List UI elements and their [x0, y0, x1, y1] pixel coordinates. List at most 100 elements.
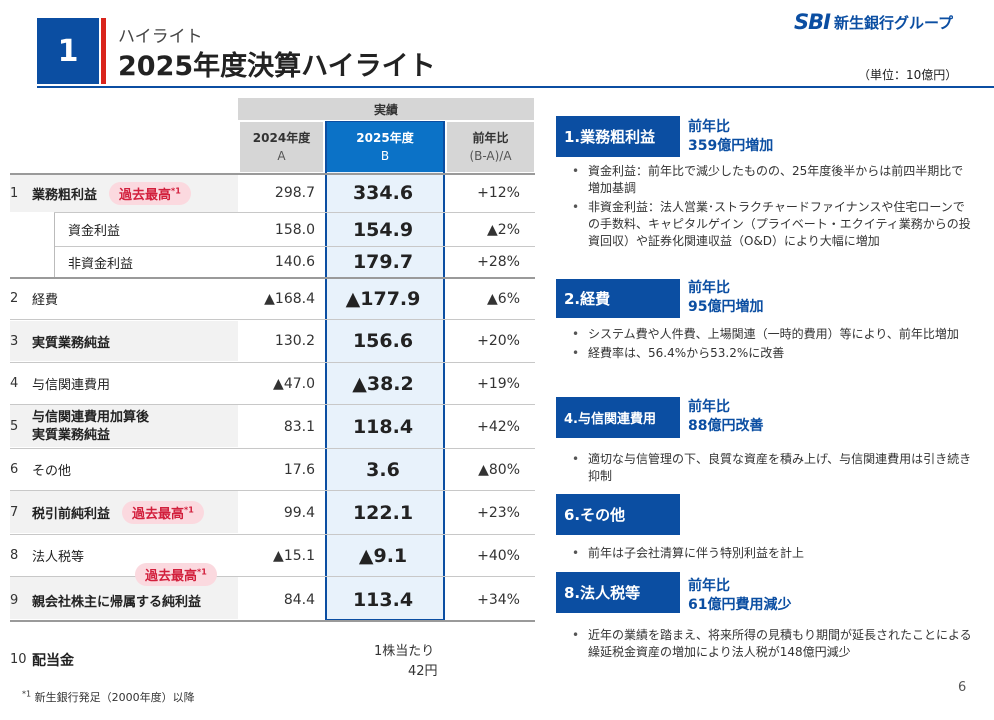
row-label: 税引前純利益 過去最高*1 — [32, 501, 240, 524]
highlight-heading-line2: 61億円費用減少 — [688, 597, 792, 613]
highlight-heading-line2: 88億円改善 — [688, 418, 764, 434]
bullet-item: 適切な与信管理の下、良質な資産を積み上げ、与信関連費用は引き続き抑制 — [572, 451, 972, 485]
logo-company-name: 新生銀行グループ — [833, 13, 954, 32]
record-high-badge: 過去最高*1 — [109, 181, 191, 205]
row-label: 法人税等 — [32, 550, 85, 565]
table-row: 3 実質業務純益 130.2 156.6 +20% — [10, 320, 535, 362]
highlight-box-expenses: 2.経費 — [556, 279, 680, 318]
table-divider — [10, 277, 535, 279]
highlight-box-income-taxes: 8.法人税等 — [556, 572, 680, 613]
table-row: 4 与信関連費用 ▲47.0 ▲38.2 +19% — [10, 363, 535, 404]
value-fy2025: 179.7 — [352, 251, 414, 273]
company-logo: SBI 新生銀行グループ — [794, 10, 953, 34]
row-label-line1: 与信関連費用加算後 — [32, 409, 150, 425]
results-group-header: 実績 — [238, 98, 534, 120]
table-row: 1 業務粗利益 過去最高*1 298.7 334.6 +12% — [10, 174, 535, 212]
row-shade — [10, 405, 238, 447]
row-number: 2 — [10, 291, 19, 306]
value-yoy: ▲2% — [487, 221, 520, 238]
title-divider — [37, 86, 994, 88]
value-fy2024: 84.4 — [283, 592, 315, 608]
value-fy2024: ▲15.1 — [273, 547, 315, 564]
bullet-item: 近年の業績を踏まえ、将来所得の見積もり期間が延長されたことによる繰延税金資産の増… — [572, 627, 972, 661]
value-yoy: +28% — [477, 254, 520, 270]
table-divider — [10, 319, 535, 320]
badge-text: 過去最高 — [145, 569, 198, 584]
value-fy2025: 3.6 — [366, 458, 400, 481]
row-number: 7 — [10, 505, 19, 520]
table-row: 2 経費 ▲168.4 ▲177.9 ▲6% — [10, 278, 535, 319]
table-divider — [10, 534, 535, 535]
value-fy2025: 122.1 — [352, 501, 414, 524]
value-fy2025: 334.6 — [352, 182, 414, 204]
highlight-bullets: 資金利益：前年比で減少したものの、25年度後半からは前四半期比で増加基調 非資金… — [572, 163, 972, 252]
value-fy2025: 156.6 — [352, 330, 414, 352]
table-divider — [10, 448, 535, 449]
table-divider — [10, 404, 535, 405]
table-divider — [10, 490, 535, 491]
row-label: 非資金利益 — [68, 256, 134, 272]
highlight-heading-line1: 前年比 — [688, 399, 730, 415]
section-number: 1 — [37, 18, 99, 84]
table-divider — [10, 362, 535, 363]
value-yoy: ▲80% — [478, 461, 520, 478]
highlight-heading-line2: 95億円増加 — [688, 299, 764, 315]
value-fy2024: 99.4 — [283, 504, 315, 521]
row-label: 実質業務純益 — [32, 335, 111, 351]
footnote-text: 新生銀行発足（2000年度）以降 — [34, 691, 195, 704]
value-fy2024: 140.6 — [274, 254, 315, 270]
row-number: 5 — [10, 419, 19, 434]
badge-footnote-mark: *1 — [197, 567, 207, 577]
value-yoy: ▲6% — [487, 290, 520, 307]
row-label: その他 — [32, 464, 72, 479]
dividend-per-share-label: 1株当たり — [374, 644, 435, 659]
column-header-fy2025: 2025年度 B — [327, 122, 443, 172]
table-row: 5 与信関連費用加算後 実質業務純益 83.1 118.4 +42% — [10, 405, 535, 448]
bullet-item: 前年は子会社清算に伴う特別利益を計上 — [572, 545, 972, 562]
row-label: 与信関連費用加算後 実質業務純益 — [32, 409, 240, 445]
badge-text: 過去最高 — [119, 187, 172, 203]
value-fy2024: 298.7 — [274, 185, 315, 201]
value-fy2025: ▲38.2 — [352, 372, 414, 395]
value-yoy: +19% — [477, 375, 520, 392]
table-divider — [10, 576, 535, 577]
table-divider — [10, 620, 535, 622]
row-number: 4 — [10, 376, 19, 391]
badge-footnote-mark: *1 — [184, 505, 194, 515]
row-number: 3 — [10, 333, 19, 349]
row-number: 8 — [10, 548, 19, 563]
section-label: ハイライト — [118, 27, 203, 47]
table-divider — [54, 246, 535, 247]
highlight-box-gross-profit: 1.業務粗利益 — [556, 116, 680, 157]
row-label: 与信関連費用 — [32, 378, 111, 393]
column-header-fy2024: 2024年度 A — [240, 122, 323, 172]
value-fy2024: ▲47.0 — [273, 375, 315, 392]
highlight-heading: 前年比 88億円改善 — [688, 398, 763, 436]
highlight-heading-line1: 前年比 — [688, 578, 730, 594]
page-title: 2025年度決算ハイライト — [118, 51, 436, 82]
value-yoy: +40% — [477, 547, 520, 564]
value-fy2025: ▲177.9 — [345, 287, 421, 310]
value-yoy: +34% — [477, 592, 520, 608]
highlight-heading: 前年比 95億円増加 — [688, 279, 763, 317]
table-row: 非資金利益 140.6 179.7 +28% — [10, 247, 535, 277]
column-header-label: 2025年度 — [356, 131, 414, 145]
highlight-bullets: システム費や人件費、上場関連（一時的費用）等により、前年比増加 経費率は、56.… — [572, 326, 972, 364]
bullet-item: 非資金利益：法人営業･ストラクチャードファイナンスや住宅ローンでの手数料、キャピ… — [572, 199, 972, 250]
dividend-value: 42円 — [408, 664, 438, 679]
highlight-box-others: 6.その他 — [556, 494, 680, 535]
bullet-item: システム費や人件費、上場関連（一時的費用）等により、前年比増加 — [572, 326, 972, 343]
value-fy2024: 158.0 — [274, 221, 315, 238]
row-shade — [10, 213, 238, 277]
page-number: 6 — [958, 680, 967, 695]
value-yoy: +12% — [477, 185, 520, 201]
highlight-box-credit-costs: 4.与信関連費用 — [556, 397, 680, 438]
highlight-bullets: 適切な与信管理の下、良質な資産を積み上げ、与信関連費用は引き続き抑制 — [572, 451, 972, 487]
value-fy2025: 113.4 — [352, 589, 414, 611]
highlight-heading-line2: 359億円増加 — [688, 138, 774, 154]
row-number: 1 — [10, 185, 19, 201]
badge-text: 過去最高 — [132, 507, 185, 522]
table-divider — [54, 212, 535, 213]
column-header-sub: (B-A)/A — [469, 149, 512, 163]
table-divider — [10, 173, 535, 175]
